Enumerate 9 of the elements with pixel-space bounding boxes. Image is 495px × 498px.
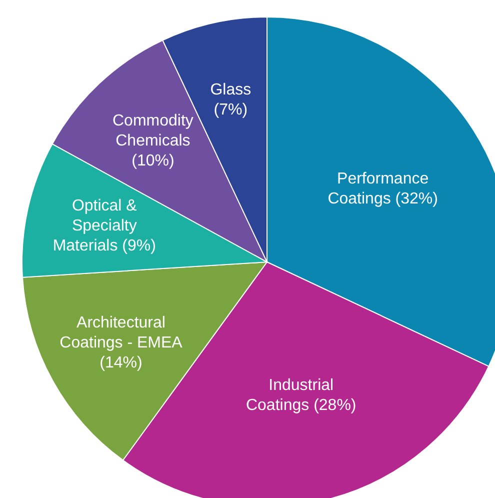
slice-label: Industrial Coatings (28%) (246, 376, 356, 414)
slice-label: Optical & Specialty Materials (9%) (52, 197, 156, 254)
data-label: (10%) (132, 152, 174, 170)
data-label: (14%) (100, 354, 142, 371)
data-label: (7%) (214, 100, 248, 118)
slice-label: Glass (210, 80, 252, 98)
slice-label: Performance Coatings (32%) (328, 170, 438, 207)
slice-label: Architectural Coatings - EMEA (60, 314, 183, 351)
slice-label: Commodity Chemicals (112, 112, 194, 150)
